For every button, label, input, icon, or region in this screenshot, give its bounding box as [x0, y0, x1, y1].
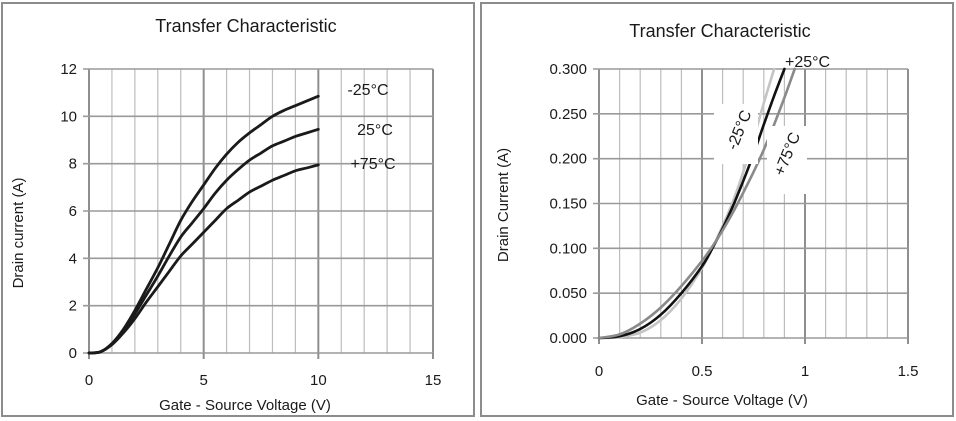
y-tick-label: 12	[60, 61, 77, 78]
chart-title: Transfer Characteristic	[629, 21, 810, 41]
series-label: +25°C	[785, 54, 830, 71]
x-tick-label: 0	[595, 363, 603, 380]
y-tick-label: 0.200	[549, 151, 587, 168]
transfer-chart-zoomed: Transfer Characteristic 0.000 0.050 0.100 0…	[495, 21, 919, 409]
y-tick-label: 0.150	[549, 196, 587, 213]
chart-title: Transfer Characteristic	[155, 16, 336, 36]
y-axis-label: Drain current (A)	[10, 178, 27, 289]
x-tick-label: 1.5	[898, 363, 919, 380]
x-tick-label: 5	[199, 372, 207, 389]
label-backing	[714, 104, 758, 164]
label-backing	[767, 126, 807, 194]
y-tick-label: 6	[69, 203, 77, 220]
x-axis-label: Gate - Source Voltage (V)	[159, 397, 331, 414]
y-axis-label: Drain Current (A)	[495, 148, 512, 262]
series-line-25c	[87, 127, 320, 355]
series-label: 25°C	[357, 122, 393, 139]
y-tick-label: 4	[69, 250, 77, 267]
x-axis-label: Gate - Source Voltage (V)	[636, 392, 808, 409]
y-tick-label: 0	[69, 345, 77, 362]
series-line-75c	[87, 163, 320, 355]
x-tick-label: 1	[801, 363, 809, 380]
chart-panel-right: Transfer Characteristic 0.000 0.050 0.100 0…	[480, 2, 954, 417]
y-tick-label: 2	[69, 298, 77, 315]
y-tick-label: 0.250	[549, 106, 587, 123]
y-tick-label: 0.100	[549, 240, 587, 257]
series-label: +75°C	[350, 156, 395, 173]
series-label: -25°C	[347, 82, 388, 99]
x-tick-label: 15	[425, 372, 442, 389]
x-tick-label: 0	[85, 372, 93, 389]
y-tick-label: 0.050	[549, 285, 587, 302]
y-tick-label: 8	[69, 156, 77, 173]
chart-panel-left: Transfer Characteristic 0 2 4 6 8 10 12 0 5 10 15 …	[1, 2, 475, 417]
y-tick-label: 0.300	[549, 61, 587, 78]
y-tick-label: 0.000	[549, 330, 587, 347]
x-tick-label: 0.5	[692, 363, 713, 380]
x-tick-label: 10	[310, 372, 327, 389]
y-tick-label: 10	[60, 108, 77, 125]
